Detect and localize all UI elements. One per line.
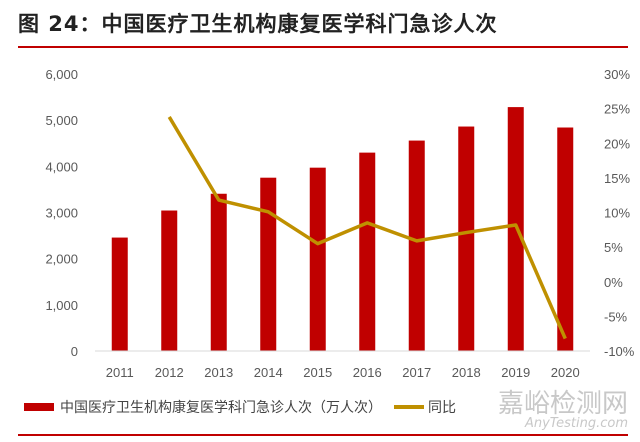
y-right-tick-label: -5% <box>604 309 628 324</box>
y-left-tick-label: 0 <box>71 344 78 359</box>
bar <box>161 210 178 351</box>
x-tick-label: 2020 <box>551 365 580 380</box>
y-left-tick-label: 6,000 <box>45 67 78 82</box>
x-tick-label: 2014 <box>254 365 283 380</box>
y-right-tick-label: 20% <box>604 136 630 151</box>
y-right-tick-label: 5% <box>604 240 623 255</box>
watermark-site: AnyTesting.com <box>524 416 628 431</box>
y-right-tick-label: 10% <box>604 206 630 221</box>
y-right-tick-label: 15% <box>604 171 630 186</box>
bar <box>458 126 475 352</box>
bar <box>408 140 425 351</box>
watermark-name: 嘉峪检测网 <box>497 389 628 419</box>
y-right-tick-label: -10% <box>604 344 635 359</box>
bar <box>309 167 326 351</box>
bar <box>210 193 227 351</box>
bar <box>557 127 574 351</box>
y-left-tick-label: 3,000 <box>45 206 78 221</box>
y-left-tick-label: 1,000 <box>45 298 78 313</box>
x-tick-label: 2013 <box>204 365 233 380</box>
y-left-tick-label: 4,000 <box>45 159 78 174</box>
watermark: 嘉峪检测网 AnyTesting.com <box>498 383 628 431</box>
bar <box>359 152 376 351</box>
legend-bar-label: 中国医疗卫生机构康复医学科门急诊人次（万人次） <box>60 400 382 416</box>
legend: 中国医疗卫生机构康复医学科门急诊人次（万人次） 同比 <box>24 397 456 417</box>
legend-bar-swatch <box>24 403 54 411</box>
bottom-rule <box>18 434 628 436</box>
y-right-tick-label: 30% <box>604 67 630 82</box>
y-right-tick-label: 0% <box>604 275 623 290</box>
x-tick-label: 2017 <box>402 365 431 380</box>
x-tick-label: 2018 <box>452 365 481 380</box>
x-tick-label: 2016 <box>353 365 382 380</box>
title-rule <box>18 46 628 48</box>
legend-line-swatch <box>394 405 424 409</box>
bar <box>260 177 277 351</box>
y-left-tick-label: 2,000 <box>45 252 78 267</box>
y-right-tick-label: 25% <box>604 102 630 117</box>
figure-title: 图 24：中国医疗卫生机构康复医学科门急诊人次 <box>18 12 498 36</box>
x-tick-label: 2019 <box>501 365 530 380</box>
legend-line-label: 同比 <box>428 400 456 416</box>
x-tick-label: 2011 <box>106 365 134 380</box>
y-left-tick-label: 5,000 <box>45 113 78 128</box>
x-tick-label: 2012 <box>155 365 184 380</box>
x-tick-label: 2015 <box>303 365 332 380</box>
bar <box>111 237 128 351</box>
